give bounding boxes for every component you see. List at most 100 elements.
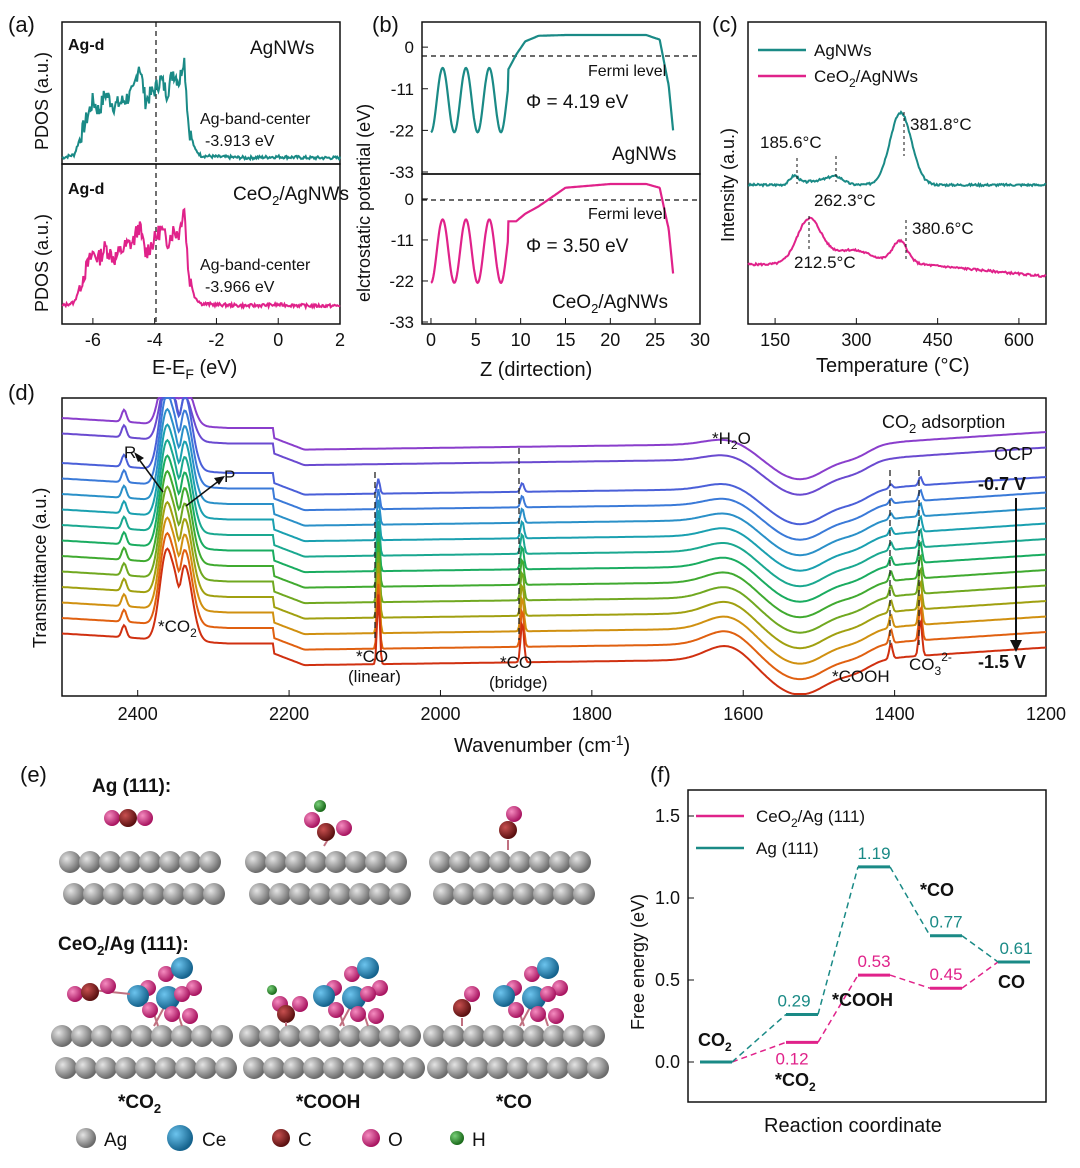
atom-legend: Ag Ce C O H (76, 1125, 486, 1151)
label-v-start: -0.7 V (978, 474, 1026, 494)
o-atom (540, 986, 556, 1002)
ag-atom (243, 1057, 265, 1079)
panel-d-frame (61, 397, 1047, 697)
ag-atom (135, 1057, 157, 1079)
ce-atom (493, 985, 515, 1007)
ir-spectrum-8 (61, 469, 1047, 619)
ir-spectrum-3 (61, 397, 1047, 541)
ag-atom (83, 883, 105, 905)
ag-atom (369, 883, 391, 905)
x-tick-label: 0 (426, 330, 436, 350)
ce-atom (127, 985, 149, 1007)
ir-spectrum-12 (61, 531, 1047, 681)
legend-o-label: O (388, 1130, 403, 1151)
peak-label-381: 381.8°C (910, 115, 972, 134)
y-tick-label: 1.0 (655, 888, 680, 908)
y-tick-label: 0.5 (655, 970, 680, 990)
ag-atom (249, 883, 271, 905)
arrow-r-head (134, 452, 144, 462)
label-co2-band: *CO2 (158, 617, 197, 640)
legend-label-ceo2: CeO2/AgNWs (814, 67, 918, 90)
ag-atom (349, 883, 371, 905)
fe-value-label: 0.61 (999, 939, 1032, 958)
peak-label-212: 212.5°C (794, 253, 856, 272)
x-tick-label: -2 (208, 330, 224, 350)
ag-atom (163, 883, 185, 905)
y-tick-label: 1.5 (655, 806, 680, 826)
panel-e: (e) Ag (111): CeO2/Ag (111): *CO2 *COOH … (20, 762, 609, 1151)
ag-atom (115, 1057, 137, 1079)
x-tick-label: 2 (335, 330, 345, 350)
label-co2-adsorption: CO2 adsorption (882, 412, 1005, 436)
arrow-p-head (214, 476, 225, 485)
ag-atom (265, 851, 287, 873)
ag-atom (55, 1057, 77, 1079)
label-p: P (224, 467, 235, 486)
ir-spectrum-7 (61, 454, 1047, 603)
ir-spectrum-11 (61, 516, 1047, 665)
ag-atom (343, 1057, 365, 1079)
panel-a-ylabel-bottom: PDOS (a.u.) (32, 214, 52, 312)
y-tick-label: 0 (405, 38, 414, 57)
ag-atom (239, 1025, 261, 1047)
o-atom (552, 980, 568, 996)
panel-f: (f) CeO2/Ag (111) Ag (111) 0.120.530.450… (628, 762, 1047, 1137)
fe-value-label: 0.45 (929, 965, 962, 984)
panel-c-frame (747, 21, 1047, 325)
state-co2-ads: *CO2 (775, 1070, 816, 1094)
x-tick-label: -6 (85, 330, 101, 350)
ag-atom (283, 1057, 305, 1079)
o-atom (174, 986, 190, 1002)
fe-connector (961, 935, 999, 963)
ir-spectrum-10 (61, 500, 1047, 650)
ag-atom (319, 1025, 341, 1047)
ir-spectrum-5 (61, 423, 1047, 572)
c-atom (499, 821, 517, 839)
free-energy-diagram: 0.12 0.53 0.45 0.29 1.19 0.77 0.61 (700, 844, 1033, 1068)
state-label-co: *CO (496, 1092, 532, 1113)
panel-d-xlabel: Wavenumber (cm-1) (454, 732, 630, 757)
x-tick-label: 10 (511, 330, 531, 350)
ag-atom (199, 851, 221, 873)
o-atom (328, 1002, 344, 1018)
c-atom (277, 1005, 295, 1023)
panel-d: (d) R P CO2 adsorption OCP -0.7 V -1.5 V… (8, 380, 1066, 757)
panel-b-fermi-text-top: Fermi level (588, 63, 666, 80)
ag-atom (279, 1025, 301, 1047)
ce-atom (171, 957, 193, 979)
label-co-bridge-1: *CO (500, 653, 532, 672)
ag-atom (489, 851, 511, 873)
o-atom (344, 966, 360, 982)
ag-atom (131, 1025, 153, 1047)
ag-atom (79, 851, 101, 873)
ag-atom (529, 851, 551, 873)
ag-atom (99, 851, 121, 873)
ag-atom (259, 1025, 281, 1047)
adsorbates (67, 800, 568, 1027)
panel-c-ylabel: Intensity (a.u.) (718, 128, 738, 242)
legend-ce-label: Ce (202, 1130, 226, 1151)
panel-b: (b) Fermi level Fermi level Φ = 4.19 eV … (354, 12, 710, 381)
panel-a-ylabel-top: PDOS (a.u.) (32, 52, 52, 150)
ag-atom (195, 1057, 217, 1079)
legend-ag-label: Ag (104, 1130, 127, 1151)
ir-spectrum-6 (61, 438, 1047, 588)
arrow-r (137, 457, 164, 493)
ag-atom (523, 1025, 545, 1047)
ag-atom (215, 1057, 237, 1079)
fe-value-label: 0.53 (857, 952, 890, 971)
ag-atom (203, 883, 225, 905)
ag-atom (449, 851, 471, 873)
ag-atom (155, 1057, 177, 1079)
panel-f-xlabel: Reaction coordinate (764, 1115, 942, 1137)
o-atom (182, 1008, 198, 1024)
atom-slabs (51, 851, 609, 1079)
ag-atom (63, 883, 85, 905)
ir-spectra (61, 397, 1047, 695)
panel-a-orbital-bottom: Ag-d (68, 181, 104, 198)
arrow-p (185, 479, 221, 507)
ag-atom (467, 1057, 489, 1079)
ag-atom (509, 851, 531, 873)
ag-atom (567, 1057, 589, 1079)
panel-b-label: (b) (372, 12, 399, 37)
